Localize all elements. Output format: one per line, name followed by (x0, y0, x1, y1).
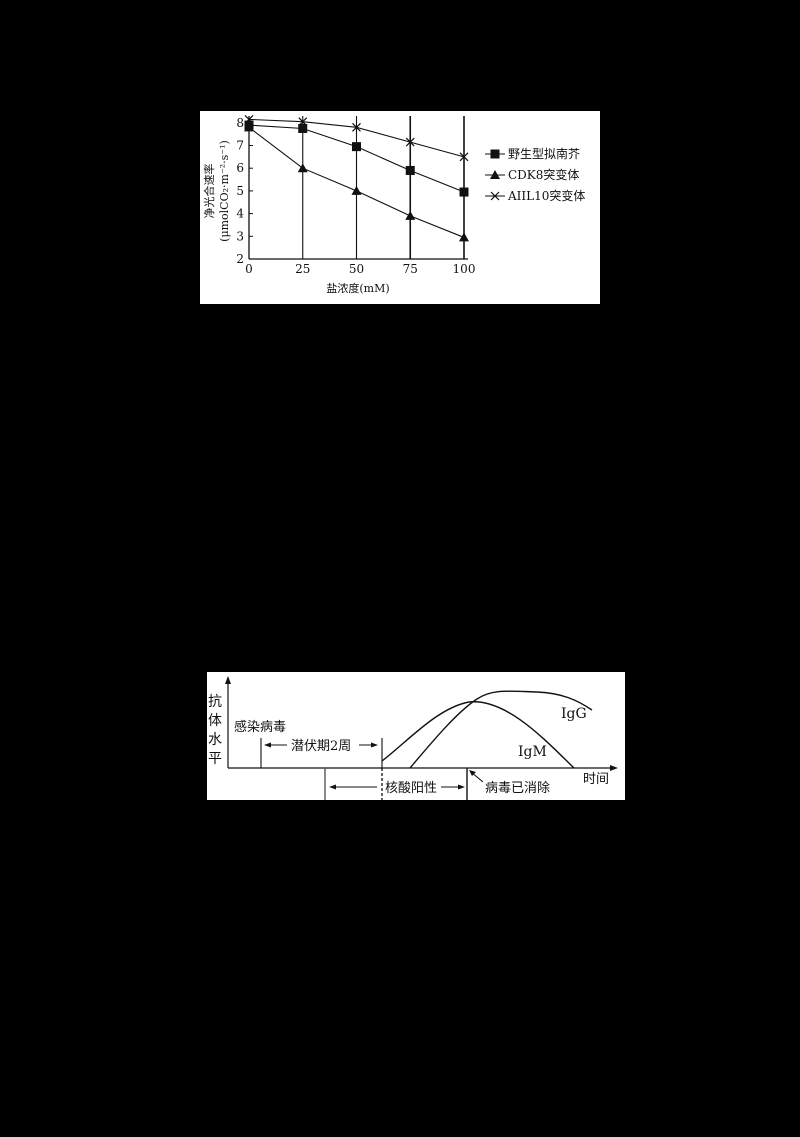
legend-label: 野生型拟南芥 (508, 146, 580, 161)
x-axis-arrow-icon (610, 765, 618, 771)
antibody-chart: 抗 体 水 平 感染病毒 潜伏期2周 核酸阳性 病毒已消除 时间 (207, 672, 625, 800)
photosynthesis-chart: 2 3 4 5 6 7 8 0 25 50 75 100 盐浓度(mM) 净光合速率 (μmolCO… (200, 111, 600, 304)
y-axis-label: 抗 体 水 平 (208, 694, 222, 767)
y-axis-ticks: 2 3 4 5 6 7 8 (236, 116, 253, 266)
y-tick-label: 6 (236, 161, 244, 175)
x-axis-ticks: 0 25 50 75 100 (245, 116, 475, 276)
y-tick-label: 2 (236, 252, 244, 266)
x-axis-label: 时间 (583, 772, 609, 787)
series-triangle (244, 122, 469, 242)
y-tick-label: 4 (236, 207, 244, 221)
legend-item: AIIL10突变体 (485, 188, 585, 203)
y-tick-label: 3 (236, 229, 244, 243)
x-tick-label: 100 (453, 262, 476, 276)
x-tick-label: 0 (245, 262, 253, 276)
x-tick-label: 50 (349, 262, 364, 276)
photosynthesis-chart-svg: 2 3 4 5 6 7 8 0 25 50 75 100 盐浓度(mM) 净光合速率 (μmolCO… (202, 114, 585, 295)
legend: 野生型拟南芥 CDK8突变体 AIIL10突变体 (485, 146, 585, 203)
igm-label: IgM (518, 744, 547, 760)
legend-label: CDK8突变体 (508, 167, 579, 182)
x-axis-label: 盐浓度(mM) (326, 281, 389, 295)
y-tick-label: 8 (236, 116, 244, 130)
igm-curve (381, 701, 575, 769)
y-axis-label-line1: 净光合速率 (202, 164, 216, 219)
igg-label: IgG (561, 706, 587, 722)
svg-text:体: 体 (208, 713, 222, 729)
svg-text:抗: 抗 (208, 694, 222, 710)
antibody-chart-svg: 抗 体 水 平 感染病毒 潜伏期2周 核酸阳性 病毒已消除 时间 (208, 676, 618, 800)
y-axis-arrow-icon (225, 676, 231, 684)
legend-label: AIIL10突变体 (507, 188, 585, 203)
x-tick-label: 25 (295, 262, 310, 276)
incubation-label: 潜伏期2周 (291, 739, 351, 754)
infection-label: 感染病毒 (234, 719, 286, 735)
nucleic-positive-label: 核酸阳性 (385, 781, 437, 796)
virus-cleared-label: 病毒已消除 (485, 781, 550, 796)
y-tick-label: 5 (236, 184, 244, 198)
igg-curve (409, 690, 593, 769)
y-tick-label: 7 (236, 139, 244, 153)
svg-text:平: 平 (208, 751, 222, 767)
x-tick-label: 75 (403, 262, 418, 276)
legend-item: 野生型拟南芥 (485, 146, 580, 161)
legend-item: CDK8突变体 (485, 167, 579, 182)
y-axis-label-line2: (μmolCO₂·m⁻²·s⁻¹) (218, 140, 231, 242)
series-lines (244, 114, 469, 242)
series-x (244, 114, 469, 162)
svg-text:水: 水 (208, 732, 222, 748)
